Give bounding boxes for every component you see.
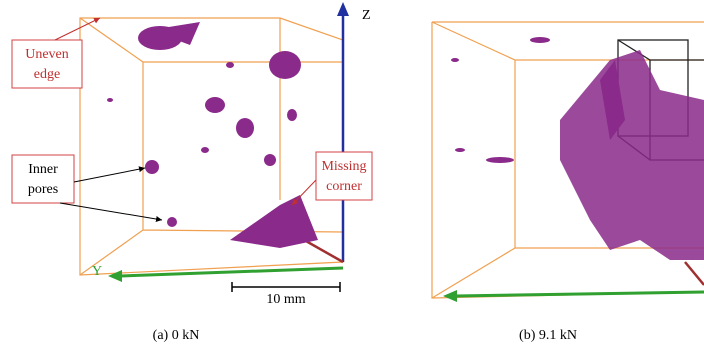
- y-arrow: [108, 270, 122, 282]
- y-arrow: [443, 290, 457, 302]
- panel-b: (b) 9.1 kN: [432, 22, 704, 343]
- figure: Uneven edge Inner pores Missing corner Z…: [0, 0, 704, 351]
- note-text: corner: [326, 179, 362, 194]
- note-text: Missing: [321, 159, 366, 174]
- note-text: edge: [34, 67, 60, 82]
- pores: [107, 22, 318, 248]
- leader: [55, 18, 100, 40]
- note-text: pores: [28, 182, 58, 197]
- fracture: [451, 37, 704, 260]
- y-axis: [120, 268, 343, 276]
- scale-label: 10 mm: [266, 292, 305, 307]
- note-text: Inner: [28, 162, 58, 177]
- panel-a: Uneven edge Inner pores Missing corner Z…: [12, 2, 372, 343]
- leader: [74, 168, 145, 182]
- y-axis: [455, 292, 704, 296]
- axis-label: Y: [92, 264, 102, 279]
- axis-label: Z: [362, 8, 371, 23]
- leader: [60, 203, 162, 220]
- x-axis: [685, 262, 704, 285]
- note-text: Uneven: [25, 47, 69, 62]
- caption: (b) 9.1 kN: [519, 328, 577, 343]
- caption: (a) 0 kN: [153, 328, 200, 343]
- z-arrow: [337, 2, 349, 16]
- leader: [292, 180, 316, 205]
- scale-bar: [232, 282, 340, 292]
